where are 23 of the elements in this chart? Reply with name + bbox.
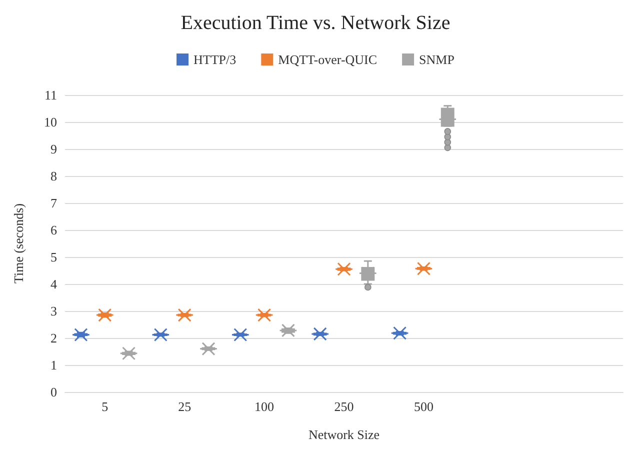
legend-label: SNMP bbox=[419, 52, 454, 67]
y-tick-label: 8 bbox=[50, 168, 57, 184]
y-tick-label: 2 bbox=[50, 330, 57, 346]
y-tick-label: 3 bbox=[50, 304, 57, 318]
x-tick-label: 250 bbox=[334, 399, 354, 414]
x-tick-label: 100 bbox=[254, 399, 274, 414]
x-tick-label: 25 bbox=[178, 399, 192, 414]
y-tick-label: 11 bbox=[44, 88, 57, 102]
x-tick-label: 500 bbox=[414, 399, 434, 414]
legend-label: MQTT-over-QUIC bbox=[278, 52, 378, 67]
y-axis-title: Time (seconds) bbox=[11, 203, 26, 284]
y-tick-label: 6 bbox=[50, 222, 58, 238]
y-tick-label: 4 bbox=[50, 276, 58, 292]
y-tick-label: 7 bbox=[50, 196, 58, 210]
x-axis-title: Network Size bbox=[308, 427, 380, 442]
chart-title: Execution Time vs. Network Size bbox=[180, 12, 450, 34]
y-tick-label: 5 bbox=[50, 250, 57, 264]
y-tick-label: 1 bbox=[50, 358, 57, 372]
x-tick-label: 5 bbox=[102, 399, 108, 414]
y-tick-label: 9 bbox=[50, 142, 57, 156]
legend-label: HTTP/3 bbox=[194, 52, 236, 67]
y-tick-label: 10 bbox=[44, 114, 57, 130]
y-tick-label: 0 bbox=[50, 384, 57, 400]
